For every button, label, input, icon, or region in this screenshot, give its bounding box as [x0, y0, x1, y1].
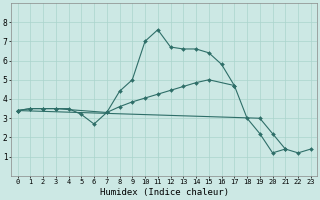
X-axis label: Humidex (Indice chaleur): Humidex (Indice chaleur) [100, 188, 229, 197]
